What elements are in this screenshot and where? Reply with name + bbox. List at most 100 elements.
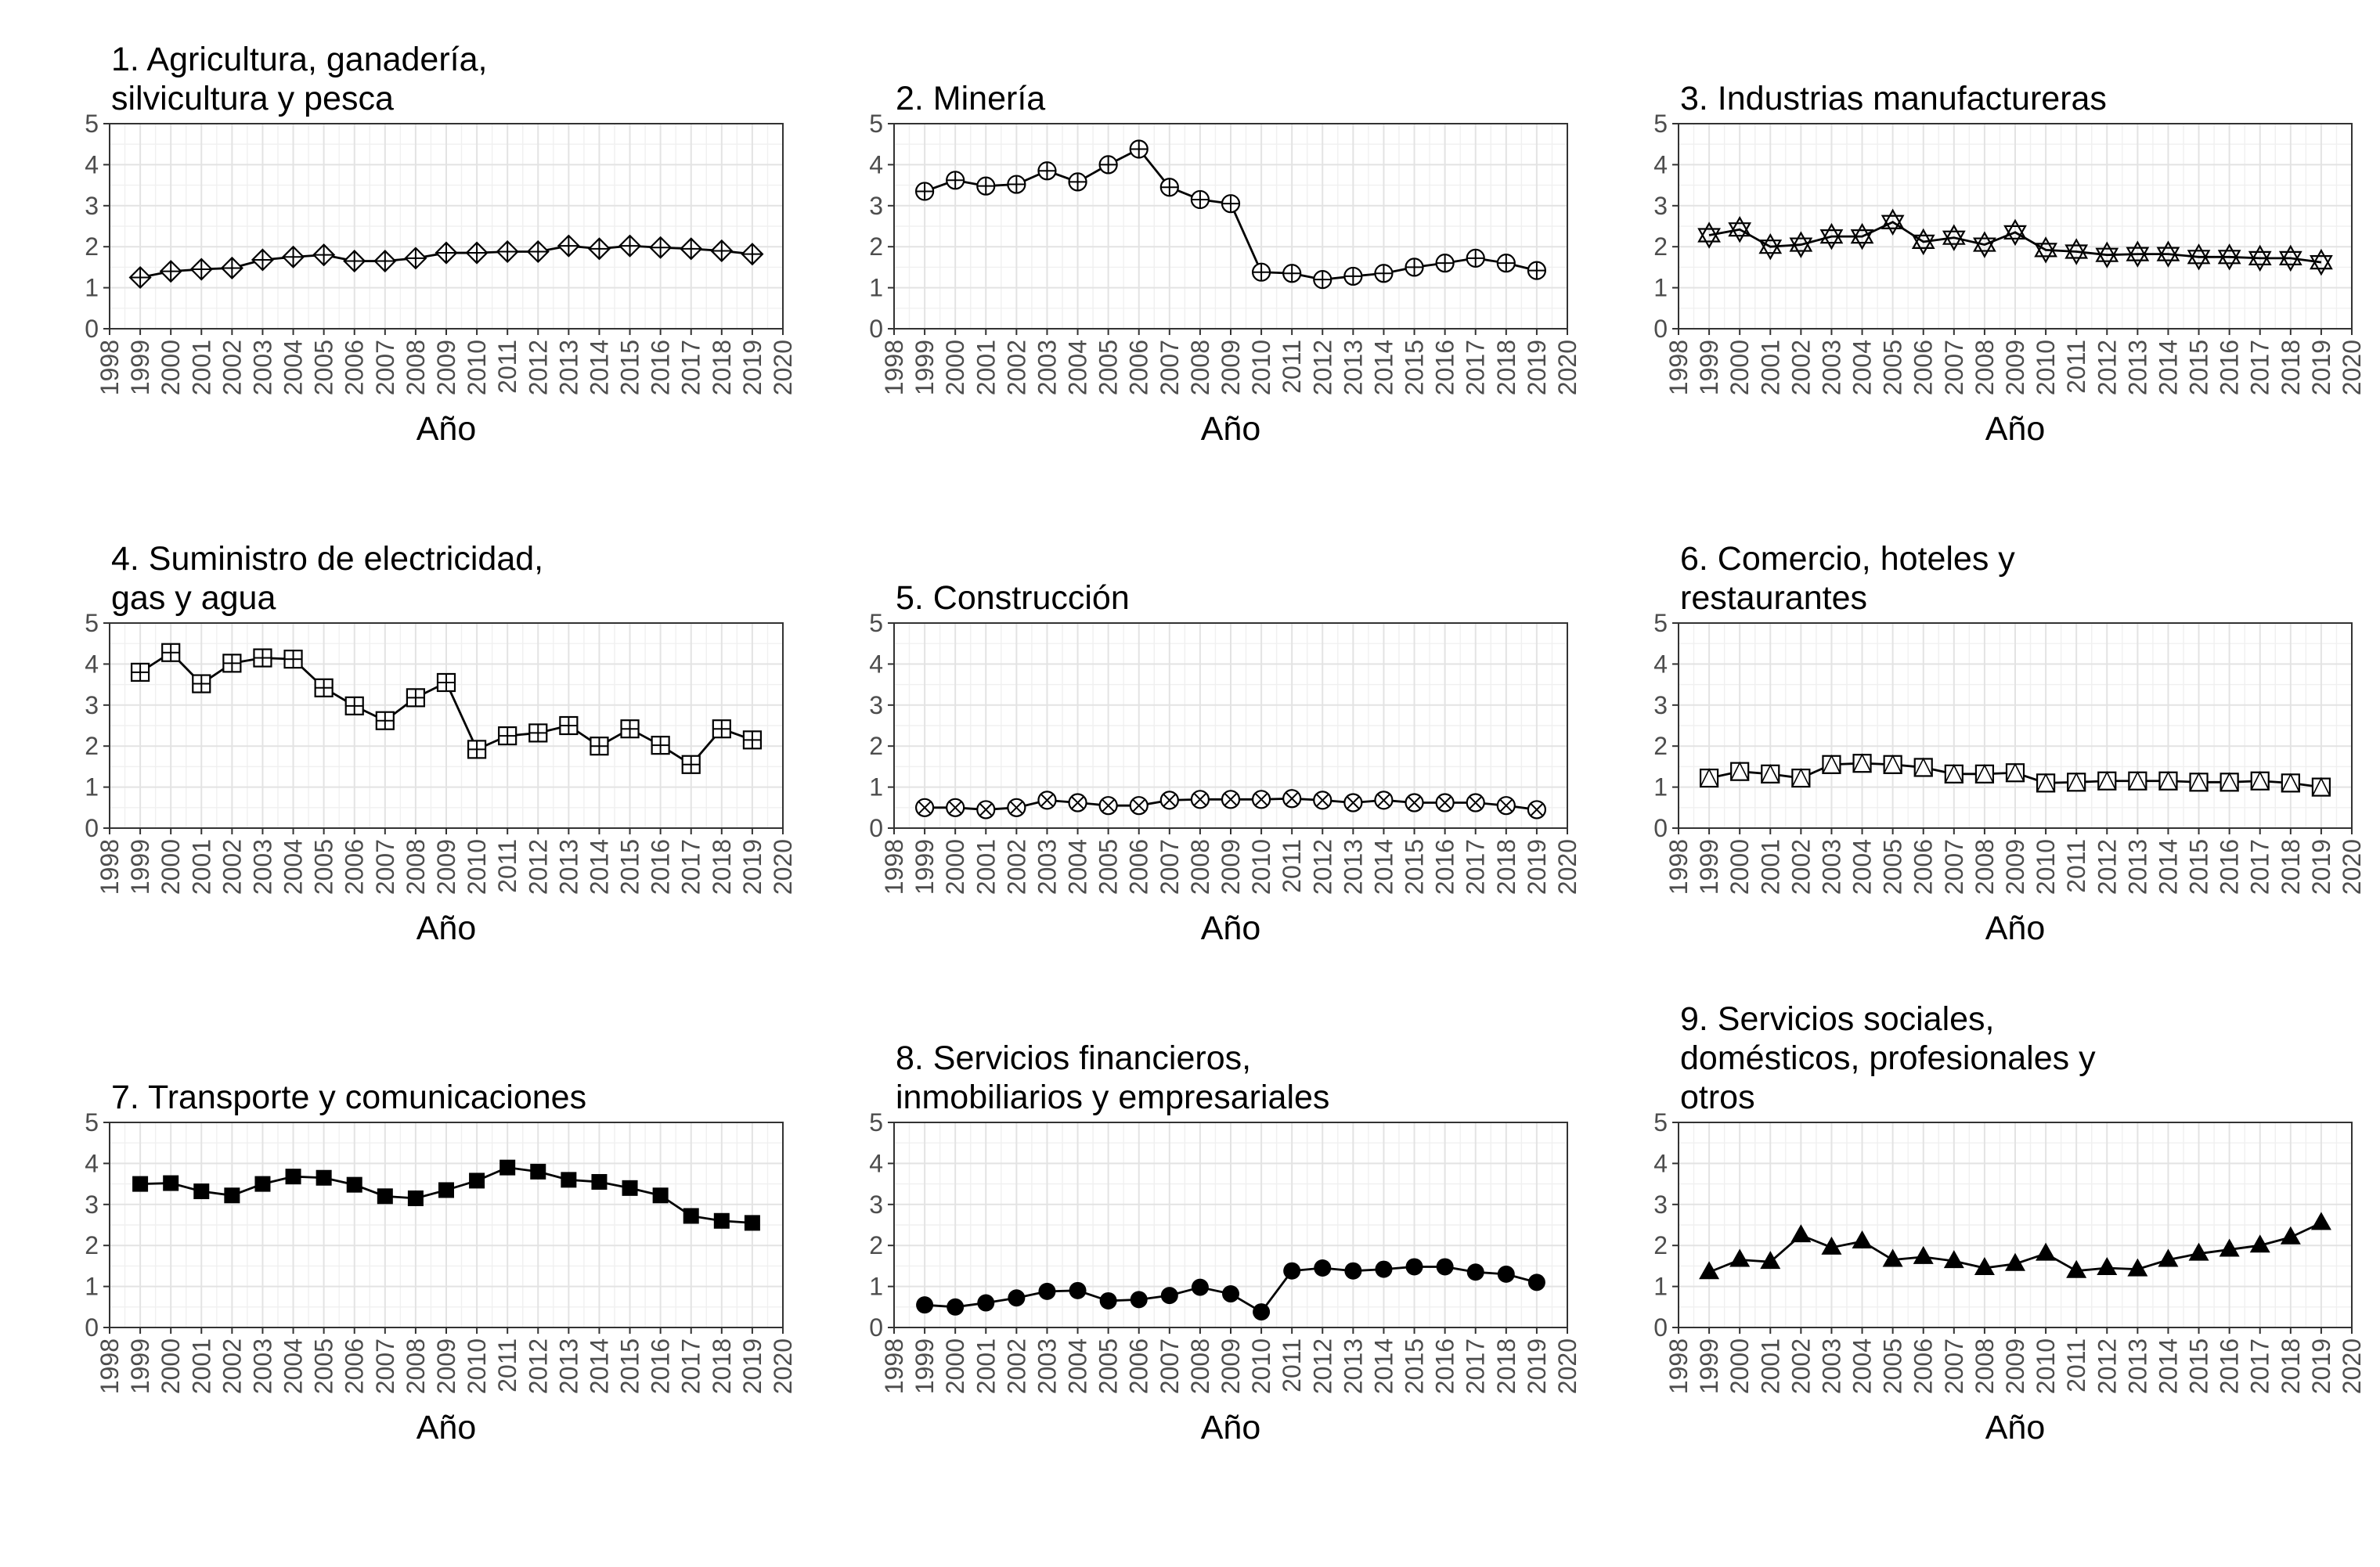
data-point — [2189, 772, 2209, 792]
x-tick-label: 2020 — [2338, 839, 2366, 895]
x-tick-label: 2005 — [1879, 839, 1907, 895]
x-tick-label: 2016 — [647, 839, 675, 895]
chart-8-x-axis-title: Año — [1201, 1409, 1261, 1446]
x-tick-label: 2018 — [1492, 1338, 1520, 1394]
x-tick-label: 2006 — [341, 1338, 369, 1394]
y-tick-label: 1 — [1653, 274, 1668, 302]
x-tick-label: 2014 — [2154, 1338, 2182, 1394]
x-tick-label: 2019 — [2307, 839, 2335, 895]
x-tick-label: 2019 — [1523, 340, 1551, 395]
x-tick-label: 2016 — [647, 340, 675, 395]
x-tick-label: 2014 — [585, 1338, 613, 1394]
data-point — [528, 723, 548, 743]
x-tick-label: 2006 — [341, 340, 369, 395]
x-tick-label: 2016 — [1431, 1338, 1459, 1394]
data-point — [620, 719, 640, 739]
data-point — [2126, 240, 2150, 268]
data-point — [1791, 768, 1811, 788]
data-point — [1190, 189, 1210, 210]
x-tick-label: 2018 — [708, 839, 736, 895]
x-tick-label: 2013 — [554, 1338, 582, 1394]
data-point — [2278, 244, 2302, 272]
x-tick-label: 2017 — [1462, 839, 1490, 895]
data-point — [1191, 1278, 1209, 1296]
data-point — [130, 662, 150, 682]
x-tick-label: 2003 — [248, 1338, 276, 1394]
y-tick-label: 1 — [85, 274, 99, 302]
data-point — [1253, 1303, 1271, 1321]
x-tick-label: 2012 — [1308, 839, 1336, 895]
x-tick-label: 2004 — [1848, 340, 1877, 395]
data-point — [2127, 1258, 2148, 1277]
y-tick-label: 1 — [869, 773, 883, 802]
data-point — [2310, 1212, 2331, 1230]
data-point — [1343, 793, 1363, 812]
data-point — [2034, 236, 2057, 264]
x-tick-label: 1998 — [96, 340, 124, 395]
data-point — [1037, 161, 1057, 181]
data-point — [1527, 1273, 1545, 1291]
panel-1: 1. Agricultura, ganadería, silvicultura y… — [85, 23, 892, 509]
data-point — [1790, 1224, 1812, 1243]
x-tick-label: 2011 — [1278, 340, 1306, 394]
data-point — [344, 696, 364, 715]
chart-7-x-axis-title: Año — [416, 1409, 477, 1446]
data-point — [438, 1182, 454, 1198]
data-point — [1038, 1282, 1056, 1300]
x-tick-label: 2009 — [1217, 1338, 1245, 1394]
x-tick-label: 2010 — [2032, 340, 2060, 395]
chart-1-points — [128, 234, 764, 290]
y-tick-label: 2 — [85, 232, 99, 261]
x-tick-label: 2010 — [2032, 1338, 2060, 1394]
y-tick-label: 4 — [1653, 150, 1668, 178]
data-point — [710, 239, 734, 262]
x-tick-label: 2017 — [2246, 340, 2274, 395]
x-tick-label: 2004 — [1848, 1338, 1877, 1394]
x-tick-label: 2009 — [432, 839, 460, 895]
x-tick-label: 2006 — [1125, 1338, 1153, 1394]
x-tick-label: 2010 — [1247, 839, 1275, 895]
x-tick-label: 2009 — [432, 340, 460, 395]
x-tick-label: 2009 — [2001, 1338, 2029, 1394]
data-point — [2311, 776, 2331, 797]
x-tick-label: 2012 — [1308, 1338, 1336, 1394]
chart-4-points — [130, 643, 763, 774]
data-point — [1758, 232, 1783, 261]
x-tick-label: 2010 — [1247, 340, 1275, 395]
chart-9: 9. Servicios sociales,domésticos, profes… — [1653, 1000, 2366, 1446]
data-point — [1068, 172, 1087, 192]
data-point — [2128, 770, 2147, 791]
data-point — [712, 719, 731, 739]
panel-6: 6. Comercio, hoteles y restaurantes 0 1 2 3 4 5… — [1653, 523, 2380, 1008]
data-point — [1944, 764, 1964, 784]
data-point — [557, 234, 580, 258]
x-tick-label: 2002 — [218, 340, 246, 395]
x-tick-label: 2019 — [1523, 1338, 1551, 1394]
data-point — [1852, 1230, 1873, 1248]
x-tick-label: 2013 — [2123, 839, 2151, 895]
x-tick-label: 1998 — [96, 839, 124, 895]
data-point — [283, 650, 303, 669]
data-point — [2066, 1259, 2087, 1278]
y-tick-label: 0 — [1653, 814, 1668, 842]
data-point — [1282, 789, 1302, 809]
data-point — [1974, 1257, 1995, 1276]
y-tick-label: 0 — [85, 814, 99, 842]
x-tick-label: 2007 — [371, 839, 399, 895]
y-tick-label: 5 — [85, 110, 99, 138]
data-point — [1405, 258, 1424, 277]
data-point — [1821, 1236, 1842, 1255]
panel-8: 8. Servicios financieros, inmobiliarios y… — [869, 1022, 1677, 1508]
data-point — [683, 1208, 699, 1224]
x-tick-label: 2009 — [432, 1338, 460, 1394]
x-tick-label: 2005 — [310, 1338, 338, 1394]
data-point — [406, 688, 426, 708]
x-tick-label: 1999 — [1695, 839, 1723, 895]
x-tick-label: 2004 — [279, 340, 308, 395]
data-point — [1942, 224, 1966, 251]
x-tick-label: 2017 — [677, 340, 705, 395]
data-point — [2187, 243, 2211, 271]
x-tick-label: 2019 — [738, 340, 766, 395]
data-point — [744, 1215, 760, 1231]
x-tick-label: 2011 — [493, 1338, 521, 1392]
